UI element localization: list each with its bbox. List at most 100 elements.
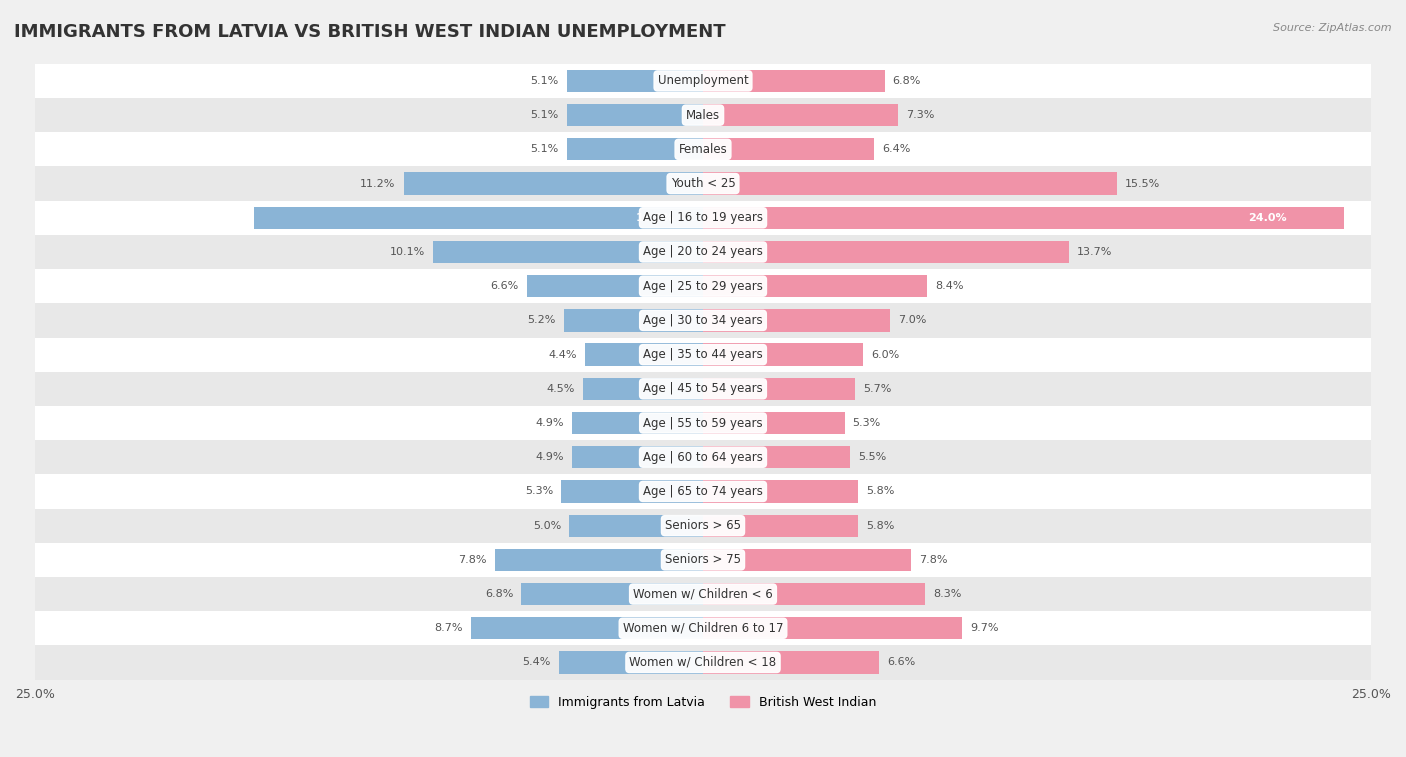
Text: 16.8%: 16.8% (636, 213, 675, 223)
Text: IMMIGRANTS FROM LATVIA VS BRITISH WEST INDIAN UNEMPLOYMENT: IMMIGRANTS FROM LATVIA VS BRITISH WEST I… (14, 23, 725, 41)
Bar (703, 207, 1344, 229)
Bar (567, 70, 703, 92)
Bar (703, 515, 858, 537)
Bar (471, 617, 703, 640)
Bar (35, 406, 1371, 440)
Text: 7.8%: 7.8% (458, 555, 486, 565)
Bar (495, 549, 703, 571)
Text: Women w/ Children < 18: Women w/ Children < 18 (630, 656, 776, 669)
Bar (35, 64, 1371, 98)
Bar (567, 104, 703, 126)
Text: 5.4%: 5.4% (522, 658, 551, 668)
Bar (703, 651, 879, 674)
Text: 5.8%: 5.8% (866, 521, 894, 531)
Legend: Immigrants from Latvia, British West Indian: Immigrants from Latvia, British West Ind… (524, 691, 882, 714)
Text: 4.9%: 4.9% (536, 418, 564, 428)
Text: 4.9%: 4.9% (536, 452, 564, 463)
Bar (585, 344, 703, 366)
Bar (35, 167, 1371, 201)
Bar (561, 481, 703, 503)
Text: 11.2%: 11.2% (360, 179, 395, 188)
Bar (35, 509, 1371, 543)
Text: Age | 30 to 34 years: Age | 30 to 34 years (643, 314, 763, 327)
Bar (703, 173, 1118, 195)
Text: 7.0%: 7.0% (898, 316, 927, 326)
Text: Age | 60 to 64 years: Age | 60 to 64 years (643, 450, 763, 464)
Bar (572, 412, 703, 434)
Text: 5.1%: 5.1% (530, 111, 558, 120)
Text: Females: Females (679, 143, 727, 156)
Text: Youth < 25: Youth < 25 (671, 177, 735, 190)
Text: Age | 45 to 54 years: Age | 45 to 54 years (643, 382, 763, 395)
Bar (558, 651, 703, 674)
Text: Women w/ Children < 6: Women w/ Children < 6 (633, 587, 773, 600)
Bar (35, 475, 1371, 509)
Bar (703, 344, 863, 366)
Bar (703, 481, 858, 503)
Text: Seniors > 65: Seniors > 65 (665, 519, 741, 532)
Text: 5.3%: 5.3% (852, 418, 882, 428)
Bar (567, 139, 703, 160)
Bar (35, 235, 1371, 269)
Bar (582, 378, 703, 400)
Text: Women w/ Children 6 to 17: Women w/ Children 6 to 17 (623, 621, 783, 635)
Bar (703, 139, 875, 160)
Bar (522, 583, 703, 605)
Text: 6.4%: 6.4% (882, 145, 911, 154)
Text: 5.5%: 5.5% (858, 452, 886, 463)
Text: 5.1%: 5.1% (530, 76, 558, 86)
Bar (703, 583, 925, 605)
Text: Age | 35 to 44 years: Age | 35 to 44 years (643, 348, 763, 361)
Text: 5.8%: 5.8% (866, 487, 894, 497)
Bar (35, 611, 1371, 646)
Text: 8.4%: 8.4% (935, 281, 965, 291)
Bar (35, 372, 1371, 406)
Bar (433, 241, 703, 263)
Bar (35, 269, 1371, 304)
Bar (35, 543, 1371, 577)
Bar (35, 577, 1371, 611)
Bar (703, 104, 898, 126)
Bar (703, 549, 911, 571)
Bar (527, 275, 703, 298)
Text: 13.7%: 13.7% (1077, 247, 1112, 257)
Text: 9.7%: 9.7% (970, 623, 998, 634)
Text: 6.8%: 6.8% (893, 76, 921, 86)
Text: Age | 65 to 74 years: Age | 65 to 74 years (643, 485, 763, 498)
Text: 4.5%: 4.5% (547, 384, 575, 394)
Bar (35, 201, 1371, 235)
Text: 10.1%: 10.1% (389, 247, 425, 257)
Text: 6.8%: 6.8% (485, 589, 513, 599)
Text: Age | 20 to 24 years: Age | 20 to 24 years (643, 245, 763, 258)
Text: 6.0%: 6.0% (872, 350, 900, 360)
Bar (703, 310, 890, 332)
Bar (703, 275, 928, 298)
Bar (35, 132, 1371, 167)
Bar (703, 378, 855, 400)
Text: 5.7%: 5.7% (863, 384, 891, 394)
Text: Age | 25 to 29 years: Age | 25 to 29 years (643, 279, 763, 293)
Bar (572, 446, 703, 469)
Text: 7.3%: 7.3% (905, 111, 935, 120)
Bar (703, 70, 884, 92)
Text: 15.5%: 15.5% (1125, 179, 1160, 188)
Text: 5.2%: 5.2% (527, 316, 555, 326)
Bar (35, 440, 1371, 475)
Bar (35, 304, 1371, 338)
Text: 4.4%: 4.4% (548, 350, 578, 360)
Text: 5.1%: 5.1% (530, 145, 558, 154)
Bar (35, 646, 1371, 680)
Text: Seniors > 75: Seniors > 75 (665, 553, 741, 566)
Bar (35, 98, 1371, 132)
Text: Source: ZipAtlas.com: Source: ZipAtlas.com (1274, 23, 1392, 33)
Bar (35, 338, 1371, 372)
Text: Age | 16 to 19 years: Age | 16 to 19 years (643, 211, 763, 224)
Text: Unemployment: Unemployment (658, 74, 748, 88)
Bar (404, 173, 703, 195)
Text: 6.6%: 6.6% (887, 658, 915, 668)
Text: Age | 55 to 59 years: Age | 55 to 59 years (643, 416, 763, 429)
Text: Males: Males (686, 109, 720, 122)
Bar (569, 515, 703, 537)
Bar (703, 446, 851, 469)
Bar (703, 412, 845, 434)
